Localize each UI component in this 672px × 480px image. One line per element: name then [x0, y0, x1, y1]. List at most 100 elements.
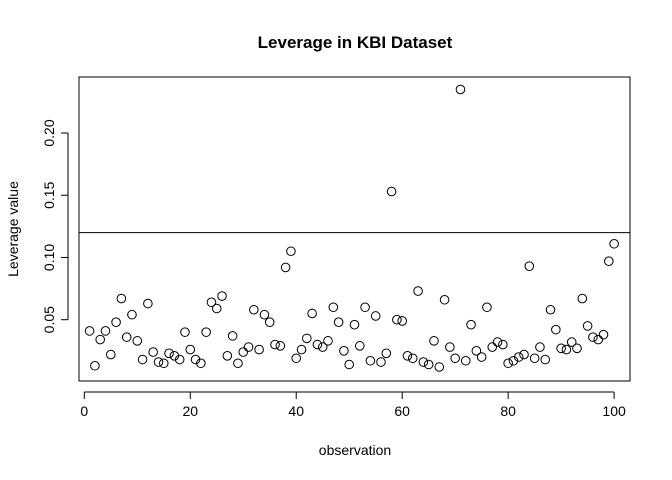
data-point [418, 357, 429, 367]
data-point [556, 343, 566, 354]
data-point [402, 350, 413, 361]
y-tick-label: 0.20 [41, 119, 57, 146]
x-axis: 0 20 40 60 80 100 [80, 391, 626, 419]
data-point [148, 347, 158, 357]
data-point [227, 331, 238, 341]
x-axis-label: observation [319, 442, 391, 458]
data-point [238, 347, 249, 357]
x-tick-label: 100 [602, 403, 626, 419]
data-point [333, 317, 344, 327]
data-point [482, 302, 492, 313]
data-point [312, 339, 323, 350]
data-point [407, 353, 418, 364]
data-point [593, 334, 604, 345]
data-point [376, 357, 386, 367]
data-point [476, 352, 487, 362]
data-point [429, 336, 439, 346]
data-point [513, 352, 524, 362]
data-point [397, 316, 407, 326]
data-point [217, 291, 227, 301]
chart-title: Leverage in KBI Dataset [258, 33, 453, 52]
data-point [540, 354, 551, 365]
data-point [604, 256, 614, 267]
data-point [116, 293, 127, 304]
data-point [487, 342, 498, 352]
data-point [588, 332, 598, 342]
data-point [95, 334, 105, 345]
data-point [254, 344, 264, 355]
data-point [460, 355, 471, 366]
data-point [243, 342, 254, 352]
data-point [471, 346, 482, 356]
data-point [174, 354, 185, 365]
data-point [455, 84, 466, 95]
data-point [466, 319, 476, 330]
data-point [185, 344, 196, 355]
data-point [492, 337, 503, 347]
data-point [153, 357, 164, 367]
data-point [111, 317, 121, 327]
y-tick-label: 0.05 [41, 306, 57, 333]
plot-frame [78, 76, 631, 382]
data-point [551, 324, 561, 335]
x-tick-label: 40 [288, 403, 304, 419]
data-point [180, 327, 190, 337]
data-point [572, 343, 582, 354]
data-point [84, 326, 95, 336]
data-point [137, 354, 148, 365]
data-point [328, 302, 339, 313]
data-point [206, 297, 217, 308]
data-point [296, 344, 307, 355]
data-point [286, 246, 296, 257]
data-point [434, 362, 445, 372]
data-point [519, 349, 529, 360]
y-axis-label: Leverage value [5, 181, 21, 277]
data-point [105, 349, 116, 360]
data-point [196, 358, 206, 369]
data-point [90, 360, 100, 371]
data-point [259, 309, 270, 320]
data-point [381, 348, 392, 359]
data-point [132, 336, 143, 346]
data-point [423, 359, 434, 370]
data-point [127, 309, 137, 320]
x-tick-label: 20 [182, 403, 198, 419]
data-point [121, 332, 132, 342]
data-point [100, 326, 111, 336]
data-point [323, 336, 333, 346]
data-point [386, 186, 397, 197]
data-point [524, 261, 535, 271]
data-point [439, 294, 450, 305]
data-point [275, 341, 286, 351]
data-point [577, 293, 588, 304]
data-point [535, 342, 545, 352]
data-point [302, 333, 312, 344]
data-point [249, 304, 259, 315]
data-point [264, 317, 275, 327]
data-point [201, 327, 211, 337]
x-tick-label: 60 [394, 403, 410, 419]
data-point [498, 339, 508, 350]
data-point [445, 342, 455, 352]
data-point [211, 303, 222, 314]
data-point [566, 337, 577, 347]
data-point [307, 308, 317, 319]
data-point [280, 262, 291, 273]
data-point [545, 304, 556, 315]
data-point [164, 348, 174, 359]
y-tick-label: 0.15 [41, 181, 57, 208]
data-point [317, 342, 328, 352]
data-point [143, 298, 153, 309]
y-tick-label: 0.10 [41, 244, 57, 271]
data-point [158, 358, 169, 369]
data-point [233, 358, 243, 369]
data-point [450, 353, 460, 364]
data-point [349, 319, 360, 330]
data-point [222, 350, 233, 361]
data-point [291, 353, 302, 364]
data-point [360, 302, 370, 313]
data-point [609, 238, 619, 249]
data-point [529, 353, 540, 364]
y-axis: 0.05 0.10 0.15 0.20 [41, 119, 69, 333]
data-points [84, 84, 619, 372]
